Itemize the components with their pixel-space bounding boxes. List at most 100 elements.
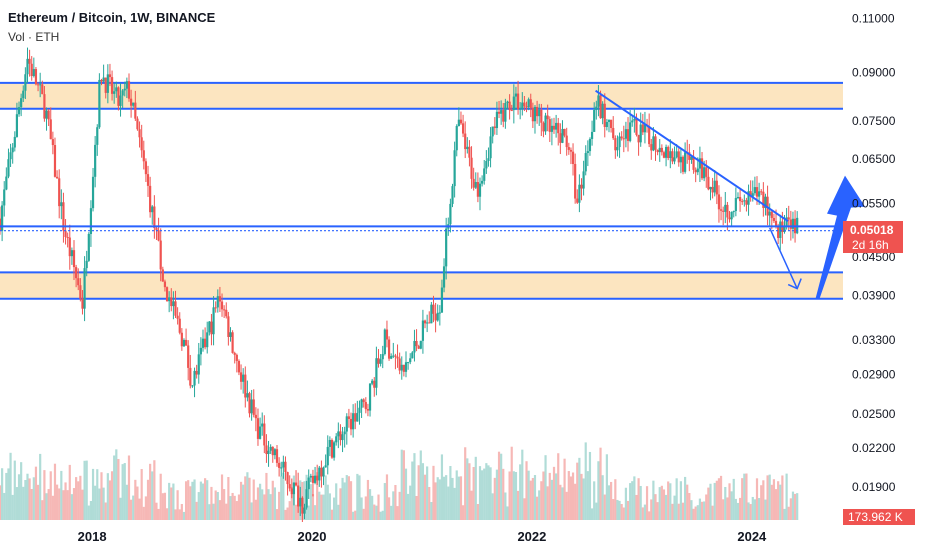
volume-bar-165 <box>347 476 351 520</box>
candle-body-285 <box>601 103 604 119</box>
volume-bar-291 <box>614 479 617 520</box>
candle-body-296 <box>624 129 628 139</box>
volume-bar-288 <box>607 485 611 520</box>
volume-bar-248 <box>523 498 526 520</box>
candle-body-30 <box>62 202 65 231</box>
volume-bar-153 <box>322 494 325 520</box>
volume-bar-45 <box>94 485 97 520</box>
candle-body-215 <box>453 150 456 187</box>
candle-body-274 <box>578 184 581 203</box>
volume-bar-231 <box>487 465 490 520</box>
candle-body-88 <box>184 339 188 346</box>
candle-body-16 <box>32 69 35 77</box>
candle-body-120 <box>252 399 255 415</box>
volume-bar-53 <box>110 471 114 520</box>
candle-body-226 <box>476 182 479 197</box>
candle-body-40 <box>83 268 86 309</box>
volume-bar-82 <box>172 483 175 520</box>
volume-value: 173.962 K <box>848 510 903 524</box>
candle-body-356 <box>751 193 754 197</box>
candle-body-270 <box>569 149 573 152</box>
candle-body-61 <box>127 81 131 99</box>
volume-bar-319 <box>673 495 676 520</box>
candle-body-261 <box>550 125 553 132</box>
candle-body-45 <box>94 144 97 177</box>
volume-bar-167 <box>352 511 355 520</box>
candle-body-167 <box>352 413 355 430</box>
candle-body-321 <box>677 151 680 163</box>
candle-body-180 <box>379 359 382 364</box>
candle-body-71 <box>149 185 152 213</box>
candle-body-91 <box>191 385 194 387</box>
candle-body-354 <box>747 191 750 205</box>
volume-bar-292 <box>616 499 619 520</box>
volume-bar-23 <box>47 489 50 520</box>
volume-bar-310 <box>654 494 657 520</box>
candle-body-264 <box>557 122 560 134</box>
candle-body-290 <box>612 127 615 139</box>
candle-body-335 <box>707 176 710 190</box>
volume-bar-325 <box>686 484 689 520</box>
volume-bar-109 <box>229 496 232 520</box>
candle-body-22 <box>45 110 48 119</box>
candle-body-220 <box>464 133 467 150</box>
volume-bar-336 <box>709 483 712 520</box>
candle-body-104 <box>218 296 222 302</box>
volume-bar-124 <box>261 489 264 520</box>
x-tick-label-1: 2020 <box>298 529 327 544</box>
volume-bar-222 <box>468 463 471 520</box>
volume-bar-170 <box>358 475 361 520</box>
volume-bar-232 <box>489 467 492 520</box>
volume-bar-260 <box>548 472 551 520</box>
volume-bar-97 <box>204 478 207 520</box>
volume-bar-241 <box>508 471 511 520</box>
candle-body-108 <box>227 316 230 337</box>
volume-bar-158 <box>332 497 336 520</box>
candle-body-136 <box>286 472 289 485</box>
candle-body-21 <box>43 94 46 119</box>
candle-body-185 <box>390 356 393 359</box>
candle-body-92 <box>193 370 196 386</box>
volume-bar-32 <box>66 490 69 520</box>
candle-body-329 <box>694 169 697 173</box>
candle-body-324 <box>684 152 687 172</box>
candle-body-371 <box>783 226 786 232</box>
volume-bar-71 <box>149 463 152 520</box>
volume-bar-8 <box>15 487 19 520</box>
candle-body-4 <box>7 159 10 177</box>
candle-body-168 <box>354 413 357 422</box>
volume-bar-166 <box>349 481 353 520</box>
candle-body-308 <box>650 144 653 151</box>
volume-bar-134 <box>282 472 285 520</box>
candle-body-137 <box>288 484 291 489</box>
candle-body-310 <box>654 136 657 150</box>
candle-body-273 <box>576 198 579 203</box>
candle-body-227 <box>478 183 482 197</box>
candle-body-203 <box>428 322 431 324</box>
candle-body-237 <box>500 110 503 114</box>
volume-bar-86 <box>180 503 183 520</box>
volume-bar-375 <box>791 491 795 520</box>
candle-body-228 <box>481 180 484 184</box>
volume-bar-168 <box>354 510 357 520</box>
volume-bar-208 <box>438 479 441 520</box>
candle-body-23 <box>47 110 50 120</box>
volume-bars <box>0 442 799 520</box>
volume-bar-101 <box>212 503 215 520</box>
candle-body-344 <box>726 204 729 218</box>
volume-bar-44 <box>91 468 95 520</box>
candle-body-287 <box>605 122 608 128</box>
volume-bar-49 <box>102 487 105 520</box>
volume-bar-22 <box>45 493 48 520</box>
candle-body-184 <box>387 339 391 359</box>
volume-bar-28 <box>58 488 61 520</box>
candle-body-282 <box>595 106 598 110</box>
candle-body-59 <box>123 88 126 91</box>
volume-bar-210 <box>442 476 446 520</box>
candle-body-301 <box>635 118 638 135</box>
volume-bar-179 <box>377 494 380 520</box>
volume-bar-345 <box>728 483 731 520</box>
volume-bar-283 <box>597 461 600 520</box>
candle-body-244 <box>514 93 518 97</box>
